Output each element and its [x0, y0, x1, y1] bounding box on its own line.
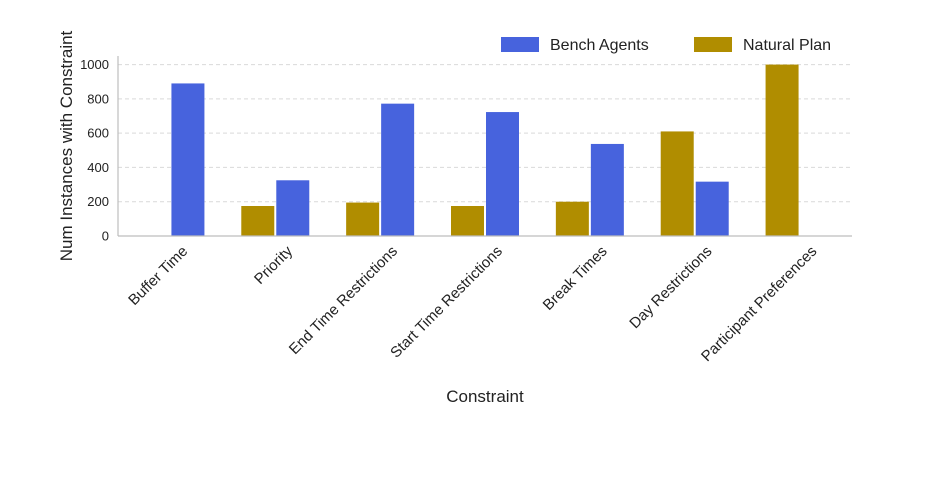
bar-natural-plan-day-restrictions: [660, 131, 694, 236]
y-axis-title: Num Instances with Constraint: [57, 30, 76, 261]
y-tick-label-800: 800: [87, 91, 109, 106]
bar-bench-agents-priority: [276, 180, 310, 236]
x-tick-label-participant-preferences: Participant Preferences: [698, 243, 820, 365]
legend-swatch-bench-agents: [501, 37, 539, 52]
y-tick-label-400: 400: [87, 160, 109, 175]
legend-swatch-natural-plan: [694, 37, 732, 52]
x-tick-label-start-time-restrictions: Start Time Restrictions: [387, 243, 506, 362]
y-tick-label-1000: 1000: [80, 57, 109, 72]
bars: [171, 64, 799, 237]
y-tick-label-600: 600: [87, 126, 109, 141]
x-tick-label-buffer-time: Buffer Time: [125, 243, 191, 309]
y-tick-label-0: 0: [102, 229, 109, 244]
y-tick-labels: 0 200 400 600 800 1000: [80, 57, 109, 243]
bar-bench-agents-end-time-restrictions: [381, 103, 415, 237]
legend: Bench Agents Natural Plan: [501, 37, 831, 54]
gridlines: [118, 64, 852, 237]
x-axis-title: Constraint: [446, 387, 524, 406]
y-tick-label-200: 200: [87, 194, 109, 209]
bar-bench-agents-break-times: [590, 143, 624, 236]
bar-bench-agents-buffer-time: [171, 83, 205, 236]
x-tick-label-break-times: Break Times: [540, 243, 611, 314]
legend-label-bench-agents: Bench Agents: [550, 37, 649, 54]
bar-natural-plan-participant-preferences: [765, 64, 799, 236]
bar-natural-plan-break-times: [555, 201, 589, 236]
x-tick-label-end-time-restrictions: End Time Restrictions: [286, 243, 401, 358]
bar-natural-plan-end-time-restrictions: [346, 202, 380, 236]
bar-bench-agents-start-time-restrictions: [486, 112, 519, 236]
bar-natural-plan-priority: [241, 206, 275, 236]
bar-natural-plan-start-time-restrictions: [451, 206, 484, 236]
legend-label-natural-plan: Natural Plan: [743, 37, 831, 54]
bar-bench-agents-day-restrictions: [695, 181, 729, 236]
x-tick-label-priority: Priority: [251, 242, 296, 287]
x-tick-label-day-restrictions: Day Restrictions: [626, 243, 715, 332]
axes: [117, 56, 852, 237]
